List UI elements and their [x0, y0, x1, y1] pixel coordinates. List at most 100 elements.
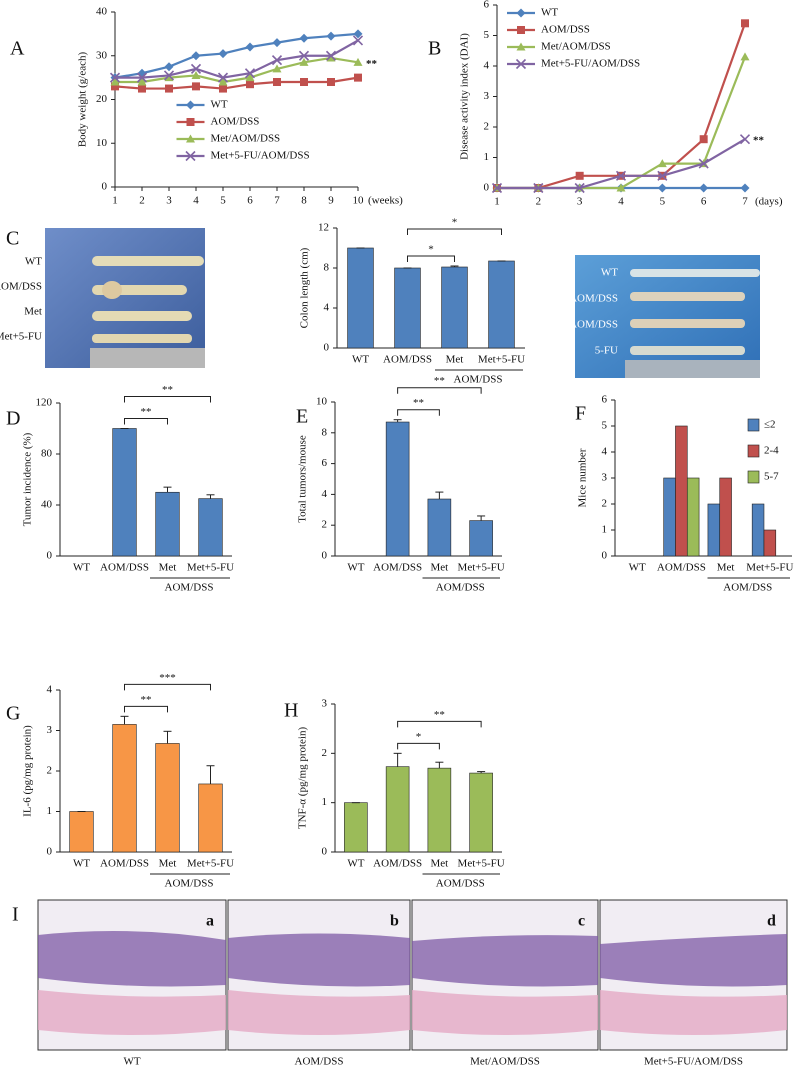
annotation: **: [366, 58, 378, 70]
y-tick-label: 5: [484, 29, 490, 41]
colon-photo-right: [575, 255, 760, 378]
x-tick-label: Met+5-FU: [458, 858, 505, 870]
legend-label: WT: [211, 99, 228, 111]
error-bar: [120, 715, 129, 725]
x-tick-label: AOM/DSS: [657, 562, 706, 574]
image-caption: Met+5-FU/AOM/DSS: [644, 1056, 743, 1068]
x-tick-label: 3: [166, 195, 172, 207]
bar: [385, 421, 410, 557]
y-axis-label: Colon length (cm): [299, 247, 311, 328]
y-axis-label: Disease activity index (DAI): [459, 33, 471, 160]
marker: [325, 50, 337, 61]
marker: [111, 82, 119, 91]
significance-label: *: [428, 244, 434, 256]
x-tick-label: 3: [577, 196, 583, 208]
x-tick-label: WT: [73, 858, 90, 870]
bar: [155, 491, 180, 557]
error-bar: [206, 765, 215, 784]
bar: [675, 425, 688, 557]
bar: [427, 498, 452, 557]
marker: [271, 55, 283, 66]
marker: [110, 77, 120, 86]
error-bar: [163, 486, 172, 493]
bar: [719, 477, 732, 557]
panel-label: B: [428, 38, 441, 60]
error-bar: [393, 419, 402, 423]
marker: [352, 35, 364, 46]
histology-image: [599, 899, 788, 1051]
y-tick-label: 2: [484, 121, 490, 133]
submucosa: [600, 990, 787, 1035]
x-tick-label: 4: [193, 195, 199, 207]
x-tick-label: Met+5-FU: [187, 858, 234, 870]
y-tick-label: 30: [96, 49, 108, 61]
marker: [616, 183, 626, 192]
bar: [488, 260, 515, 349]
x-tick-label: Met+5-FU: [746, 562, 793, 574]
y-tick-label: 2: [322, 519, 328, 531]
bar: [663, 477, 676, 557]
y-tick-label: 3: [602, 472, 608, 484]
submucosa: [228, 990, 410, 1035]
mucosa: [38, 931, 226, 987]
bar: [469, 772, 493, 853]
marker: [165, 84, 173, 93]
marker: [218, 77, 228, 86]
marker: [272, 64, 282, 73]
error-bar: [163, 730, 172, 744]
y-tick-label: 8: [324, 262, 330, 274]
y-tick-label: 12: [318, 222, 329, 234]
x-tick-label: 2: [536, 196, 542, 208]
y-tick-label: 4: [322, 488, 328, 500]
y-tick-label: 120: [36, 397, 53, 409]
marker: [699, 135, 708, 144]
y-tick-label: 1: [47, 805, 53, 817]
group-label: AOM/DSS: [436, 878, 485, 890]
bar: [155, 743, 180, 853]
marker: [326, 53, 336, 62]
significance-label: **: [434, 375, 445, 387]
marker: [740, 52, 750, 61]
marker: [740, 183, 750, 193]
marker: [191, 51, 201, 61]
legend-marker: [517, 26, 525, 34]
marker: [615, 170, 627, 181]
x-tick-label: 8: [301, 195, 307, 207]
y-tick-label: 4: [484, 60, 490, 72]
marker: [299, 33, 309, 43]
mucosa: [600, 934, 787, 987]
marker: [327, 78, 335, 86]
marker: [741, 19, 749, 28]
image-caption: WT: [123, 1056, 140, 1068]
significance-label: **: [413, 397, 424, 409]
y-tick-label: 0: [484, 182, 490, 194]
bar: [427, 767, 452, 853]
legend-marker: [185, 150, 196, 162]
y-tick-label: 0: [324, 342, 330, 354]
significance-label: **: [434, 709, 445, 721]
y-tick-label: 0: [47, 846, 53, 858]
y-tick-label: 1: [602, 524, 608, 536]
marker: [299, 57, 309, 66]
y-tick-label: 0: [602, 550, 608, 562]
bar: [198, 498, 223, 557]
marker: [218, 49, 228, 59]
legend-marker: [186, 118, 195, 126]
marker: [245, 42, 255, 52]
legend-swatch: [747, 418, 760, 432]
legend-label: WT: [541, 7, 558, 19]
bar: [394, 267, 421, 349]
legend-label: 2-4: [764, 445, 779, 457]
error-bar: [450, 265, 459, 267]
marker: [138, 84, 146, 93]
significance-bracket: [407, 255, 455, 262]
y-tick-label: 80: [41, 448, 53, 460]
bar: [198, 783, 223, 853]
x-tick-label: 2: [139, 195, 145, 207]
mucosa: [228, 933, 410, 987]
y-axis-label: Total tumors/mouse: [297, 435, 309, 523]
image-letter: d: [767, 913, 776, 930]
bar: [112, 724, 137, 853]
